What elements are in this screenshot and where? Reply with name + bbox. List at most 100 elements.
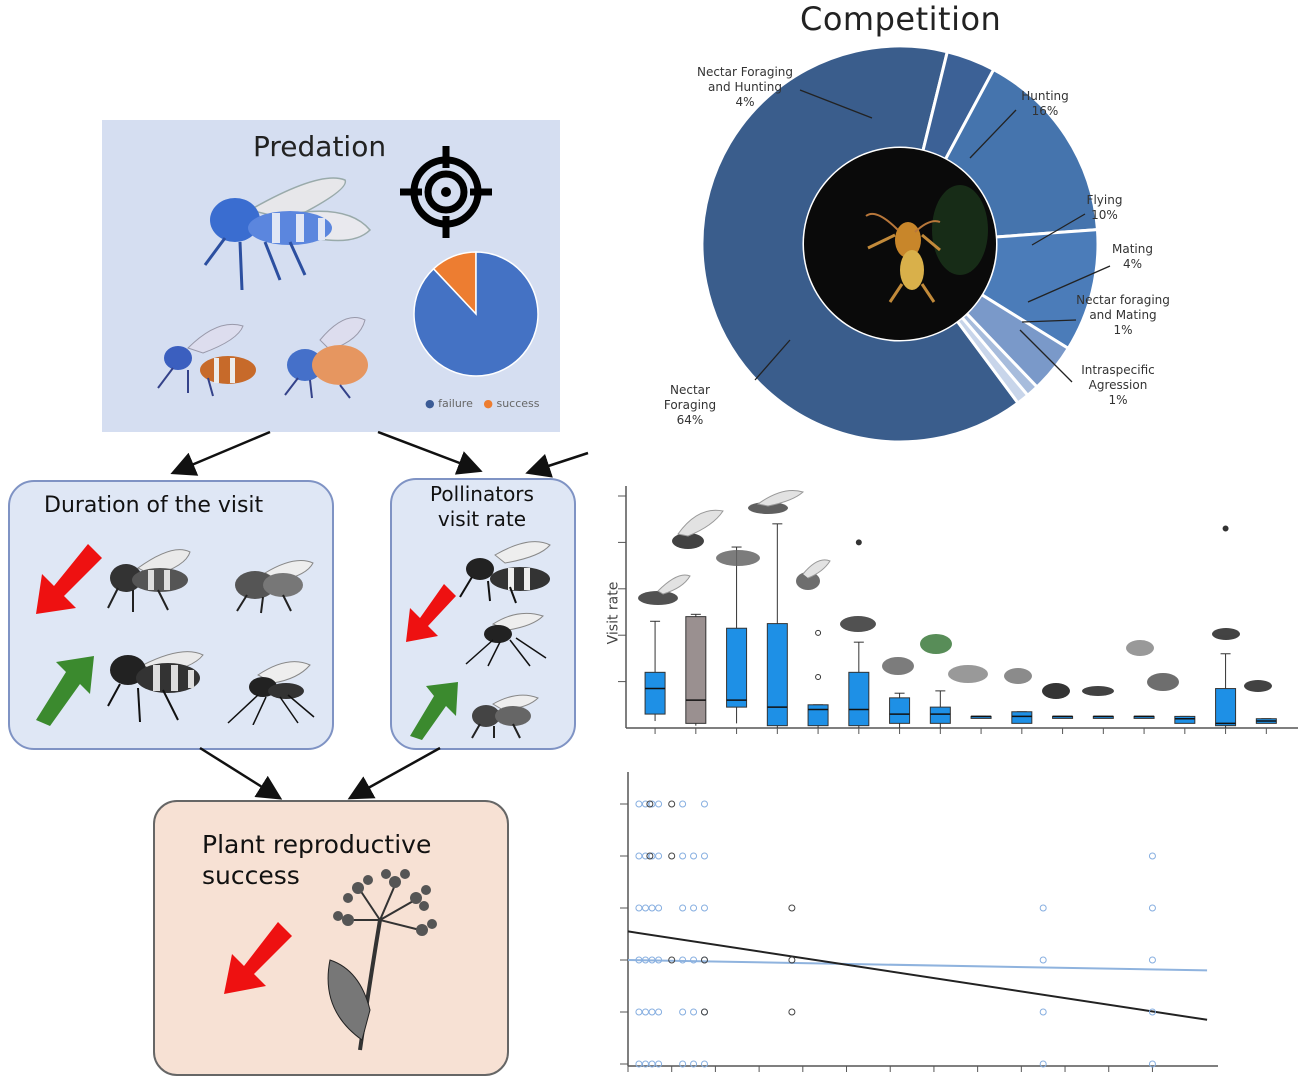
- scatter-point: [1039, 904, 1047, 912]
- boxplot-box: [685, 616, 707, 724]
- scatter-point: [655, 852, 663, 860]
- boxplot-outlier: [1222, 525, 1229, 532]
- bee-fly-icon: [235, 560, 314, 614]
- label-intraspecific-agression: Intraspecific Agression 1%: [1081, 363, 1155, 407]
- scatter-point: [690, 1060, 698, 1068]
- scatter-point: [679, 904, 687, 912]
- scatter-point: [641, 1060, 649, 1068]
- scatter-point: [690, 852, 698, 860]
- visit-rate-box: [390, 478, 576, 750]
- scatter-point-dark: [668, 800, 676, 808]
- scatter-point: [635, 904, 643, 912]
- pie-slice-failure: [413, 251, 539, 377]
- scatter-point: [635, 1008, 643, 1016]
- scatter-point: [641, 852, 649, 860]
- scatter-point: [655, 904, 663, 912]
- striped-fly-icon: [107, 651, 204, 723]
- label-flying: Flying 10%: [1086, 193, 1123, 222]
- scatter-point: [635, 1060, 643, 1068]
- scatter-point: [1148, 1008, 1156, 1016]
- scatter-point: [1148, 1060, 1156, 1068]
- boxplot-box: [889, 697, 911, 724]
- scatter-point: [700, 852, 708, 860]
- scatter-point: [700, 800, 708, 808]
- boxplot-box: [848, 671, 870, 727]
- red-down-arrow-plant-icon: [224, 922, 292, 994]
- boxplot-outlier: [815, 629, 822, 636]
- competition-donut-chart: [700, 44, 1111, 444]
- scatter-point: [641, 904, 649, 912]
- scatter-point: [648, 800, 656, 808]
- scatter-point: [648, 852, 656, 860]
- blue-fly-icon: [203, 177, 372, 291]
- scatter-point: [679, 1008, 687, 1016]
- scatter-point: [641, 800, 649, 808]
- competition-title: Competition: [800, 0, 1002, 38]
- scatter-point: [648, 904, 656, 912]
- scatter-point: [635, 800, 643, 808]
- scatter-point-dark: [788, 1008, 796, 1016]
- predation-title: Predation: [253, 130, 387, 163]
- boxplot-box: [1011, 711, 1033, 724]
- scatter-point: [648, 1060, 656, 1068]
- duration-title: Duration of the visit: [44, 493, 264, 518]
- vr-fly-icon: [465, 612, 547, 667]
- red-down-arrow-icon: [36, 544, 102, 614]
- predation-legend: ● failure ● success: [425, 397, 540, 410]
- boxplot-chart: [618, 486, 1298, 734]
- scatter-point: [690, 1008, 698, 1016]
- scatter-point: [679, 1060, 687, 1068]
- orange-fly-icon: [284, 317, 368, 399]
- scatter-point: [1148, 852, 1156, 860]
- target-icon: [400, 146, 492, 238]
- plant-flower-icon: [327, 869, 437, 1051]
- scatter-point-dark: [700, 956, 708, 964]
- green-up-arrow-icon: [36, 656, 94, 726]
- plant-title: Plant reproductive success: [202, 830, 432, 890]
- wasp-icon: [157, 323, 256, 397]
- scatter-point: [641, 1008, 649, 1016]
- scatter-point: [1039, 1060, 1047, 1068]
- boxplot-box: [807, 704, 829, 727]
- label-nectar-foraging-mating: Nectar foraging and Mating 1%: [1076, 293, 1170, 337]
- hoverfly-icon: [107, 549, 191, 612]
- hornet-icon: [865, 212, 941, 303]
- legend-success: success: [496, 397, 540, 410]
- scatter-point: [1148, 904, 1156, 912]
- boxplot-insect-icons: [638, 490, 1272, 699]
- scatter-point: [648, 956, 656, 964]
- scatter-point: [679, 956, 687, 964]
- boxplot-box: [726, 627, 748, 708]
- boxplot-box: [644, 671, 666, 715]
- boxplot-box: [929, 706, 951, 724]
- label-hunting: Hunting 16%: [1021, 89, 1069, 118]
- scatter-point: [1039, 1008, 1047, 1016]
- boxplot-box: [1174, 715, 1196, 724]
- scatter-point: [1039, 956, 1047, 964]
- scatter-point: [655, 956, 663, 964]
- legend-failure: failure: [438, 397, 473, 410]
- scatter-point: [690, 904, 698, 912]
- vr-wasp-icon: [459, 541, 551, 604]
- green-up-arrow-small-icon: [410, 682, 458, 740]
- boxplot-box: [766, 623, 788, 727]
- scatter-point: [700, 1060, 708, 1068]
- scatter-point: [635, 852, 643, 860]
- predation-pie-chart: [413, 251, 539, 377]
- label-nectar-foraging-hunting: Nectar Foraging and Hunting 4%: [696, 65, 794, 109]
- scatter-point-dark: [668, 852, 676, 860]
- red-down-arrow-small-icon: [406, 584, 456, 642]
- boxplot-outlier: [815, 673, 822, 680]
- scatter-point: [700, 904, 708, 912]
- plant-box: [153, 800, 509, 1076]
- boxplot-outlier: [855, 539, 862, 546]
- scatter-chart: [620, 772, 1218, 1072]
- scatter-point: [655, 1060, 663, 1068]
- scatter-point: [655, 1008, 663, 1016]
- scatter-point-dark: [700, 1008, 708, 1016]
- long-legged-fly-icon: [227, 661, 315, 725]
- scatter-point: [679, 852, 687, 860]
- scatter-point: [648, 1008, 656, 1016]
- scatter-point: [635, 956, 643, 964]
- visit-rate-title: Pollinators visit rate: [430, 482, 534, 531]
